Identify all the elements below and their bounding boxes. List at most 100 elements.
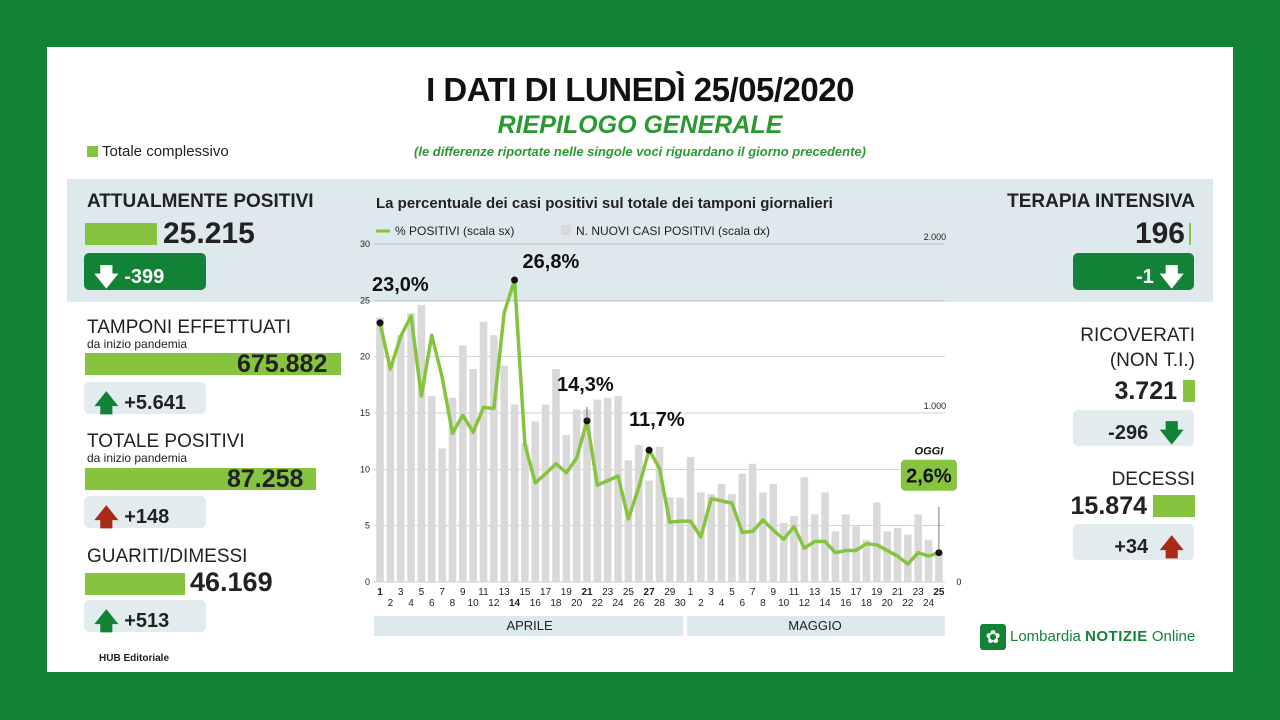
guariti-value: 46.169 bbox=[190, 567, 273, 597]
arrow-up-icon: 🡅 bbox=[94, 608, 119, 635]
x-tick-label: 5 bbox=[419, 587, 425, 598]
terapia-bar bbox=[1189, 223, 1191, 245]
bar bbox=[459, 345, 467, 582]
bar bbox=[666, 497, 674, 582]
x-tick-label: 24 bbox=[612, 598, 624, 609]
x-tick-label: 4 bbox=[408, 598, 414, 609]
bar bbox=[655, 446, 664, 582]
bar bbox=[883, 531, 891, 582]
x-tick-label: 1 bbox=[688, 587, 694, 598]
tamponi-bar bbox=[85, 353, 341, 375]
terapia-label: TERAPIA INTENSIVA bbox=[1007, 191, 1195, 212]
series-line bbox=[378, 278, 940, 566]
ricoverati-label: RICOVERATI bbox=[1080, 325, 1195, 346]
x-tick-label: 22 bbox=[592, 598, 604, 609]
bar bbox=[935, 551, 943, 582]
legend-total: Totale complessivo bbox=[87, 143, 229, 160]
x-tick-label: 29 bbox=[664, 587, 676, 598]
bar bbox=[583, 409, 591, 582]
chart-legend: % POSITIVI (scala sx) N. NUOVI CASI POSI… bbox=[376, 224, 770, 238]
bar bbox=[800, 477, 809, 582]
x-tick-label: 13 bbox=[809, 587, 821, 598]
y-left-tick-label: 0 bbox=[365, 577, 370, 587]
x-tick-label: 28 bbox=[654, 598, 666, 609]
x-tick-label: 16 bbox=[840, 598, 852, 609]
totale-value: 87.258 bbox=[227, 465, 304, 493]
x-tick-label: 5 bbox=[729, 587, 735, 598]
bar bbox=[386, 363, 395, 582]
positivi-value: 25.215 bbox=[163, 217, 255, 250]
x-tick-label: 6 bbox=[739, 598, 745, 609]
legend-bar-icon bbox=[561, 225, 571, 235]
y-left-tick-label: 5 bbox=[365, 521, 370, 531]
tamponi-label: TAMPONI EFFETTUATI bbox=[87, 317, 292, 338]
x-tick-label: 11 bbox=[478, 587, 489, 598]
x-tick-label: 7 bbox=[750, 587, 756, 598]
x-tick-label: 21 bbox=[892, 587, 904, 598]
x-tick-label: 10 bbox=[778, 598, 790, 609]
y-left-tick-label: 20 bbox=[360, 352, 370, 362]
today-tag: OGGI bbox=[915, 446, 945, 458]
bar bbox=[841, 514, 850, 582]
page-subtitle: RIEPILOGO GENERALE bbox=[497, 111, 783, 139]
tamponi-sub: da inizio pandemia bbox=[87, 337, 188, 351]
x-tick-label: 2 bbox=[698, 598, 704, 609]
guariti-delta: +513 bbox=[124, 610, 170, 632]
bar bbox=[614, 396, 622, 582]
ricoverati-value: 3.721 bbox=[1114, 377, 1177, 405]
guariti-bar bbox=[85, 573, 185, 595]
x-tick-label: 16 bbox=[530, 598, 542, 609]
logo-text-c: Online bbox=[1147, 627, 1196, 645]
x-tick-label: 19 bbox=[561, 587, 573, 598]
x-tick-label: 14 bbox=[819, 598, 831, 609]
totale-bar bbox=[85, 468, 316, 490]
legend-item-bar: N. NUOVI CASI POSITIVI (scala dx) bbox=[576, 224, 770, 238]
chart-x-axis: 1234567891011121314151617181920212223242… bbox=[374, 587, 945, 636]
data-label: 2,6% bbox=[906, 466, 952, 488]
bar bbox=[645, 480, 653, 582]
bar bbox=[914, 514, 922, 582]
arrow-down-icon: 🡇 bbox=[1159, 420, 1184, 447]
bar bbox=[396, 335, 405, 582]
bar bbox=[510, 404, 519, 582]
page-title: I DATI DI LUNEDÌ 25/05/2020 bbox=[426, 71, 854, 108]
bar bbox=[790, 516, 798, 582]
bar bbox=[541, 404, 550, 582]
green-square-icon bbox=[87, 146, 98, 157]
x-tick-label: 19 bbox=[871, 587, 883, 598]
data-point bbox=[376, 319, 384, 327]
tamponi-delta: +5.641 bbox=[124, 392, 186, 414]
chart-title: La percentuale dei casi positivi sul tot… bbox=[376, 195, 833, 212]
data-point bbox=[645, 446, 653, 454]
x-tick-label: 18 bbox=[861, 598, 873, 609]
bar bbox=[624, 460, 633, 582]
month-band bbox=[374, 616, 684, 636]
x-tick-label: 15 bbox=[519, 587, 531, 598]
guariti-label: GUARITI/DIMESSI bbox=[87, 546, 248, 567]
ricoverati-label-2: (NON T.I.) bbox=[1109, 350, 1195, 371]
arrow-up-icon: 🡅 bbox=[94, 504, 119, 531]
bar bbox=[852, 526, 860, 582]
x-tick-label: 18 bbox=[550, 598, 562, 609]
x-tick-label: 20 bbox=[882, 598, 894, 609]
positivi-bar bbox=[85, 223, 157, 245]
y-right-tick-label: 2.000 bbox=[924, 232, 947, 242]
bar bbox=[521, 443, 529, 582]
lombardia-notizie-logo: ✿ Lombardia NOTIZIE Online bbox=[980, 624, 1195, 650]
guariti-delta-badge: 🡅 +513 bbox=[84, 600, 206, 635]
x-tick-label: 8 bbox=[450, 598, 456, 609]
x-tick-label: 10 bbox=[468, 598, 480, 609]
decessi-delta-badge: +34 🡅 bbox=[1073, 524, 1194, 561]
x-tick-label: 4 bbox=[719, 598, 725, 609]
bar bbox=[707, 494, 715, 582]
bar bbox=[572, 409, 581, 582]
bar bbox=[904, 534, 912, 582]
x-tick-label: 21 bbox=[581, 587, 593, 598]
y-right-tick-label: 0 bbox=[956, 577, 961, 587]
page-note: (le differenze riportate nelle singole v… bbox=[414, 144, 866, 159]
bar bbox=[873, 502, 881, 582]
arrow-down-icon: 🡇 bbox=[1159, 264, 1184, 291]
bar bbox=[448, 397, 457, 582]
terapia-delta-badge: -1 🡇 bbox=[1073, 253, 1194, 291]
data-point bbox=[511, 276, 519, 284]
